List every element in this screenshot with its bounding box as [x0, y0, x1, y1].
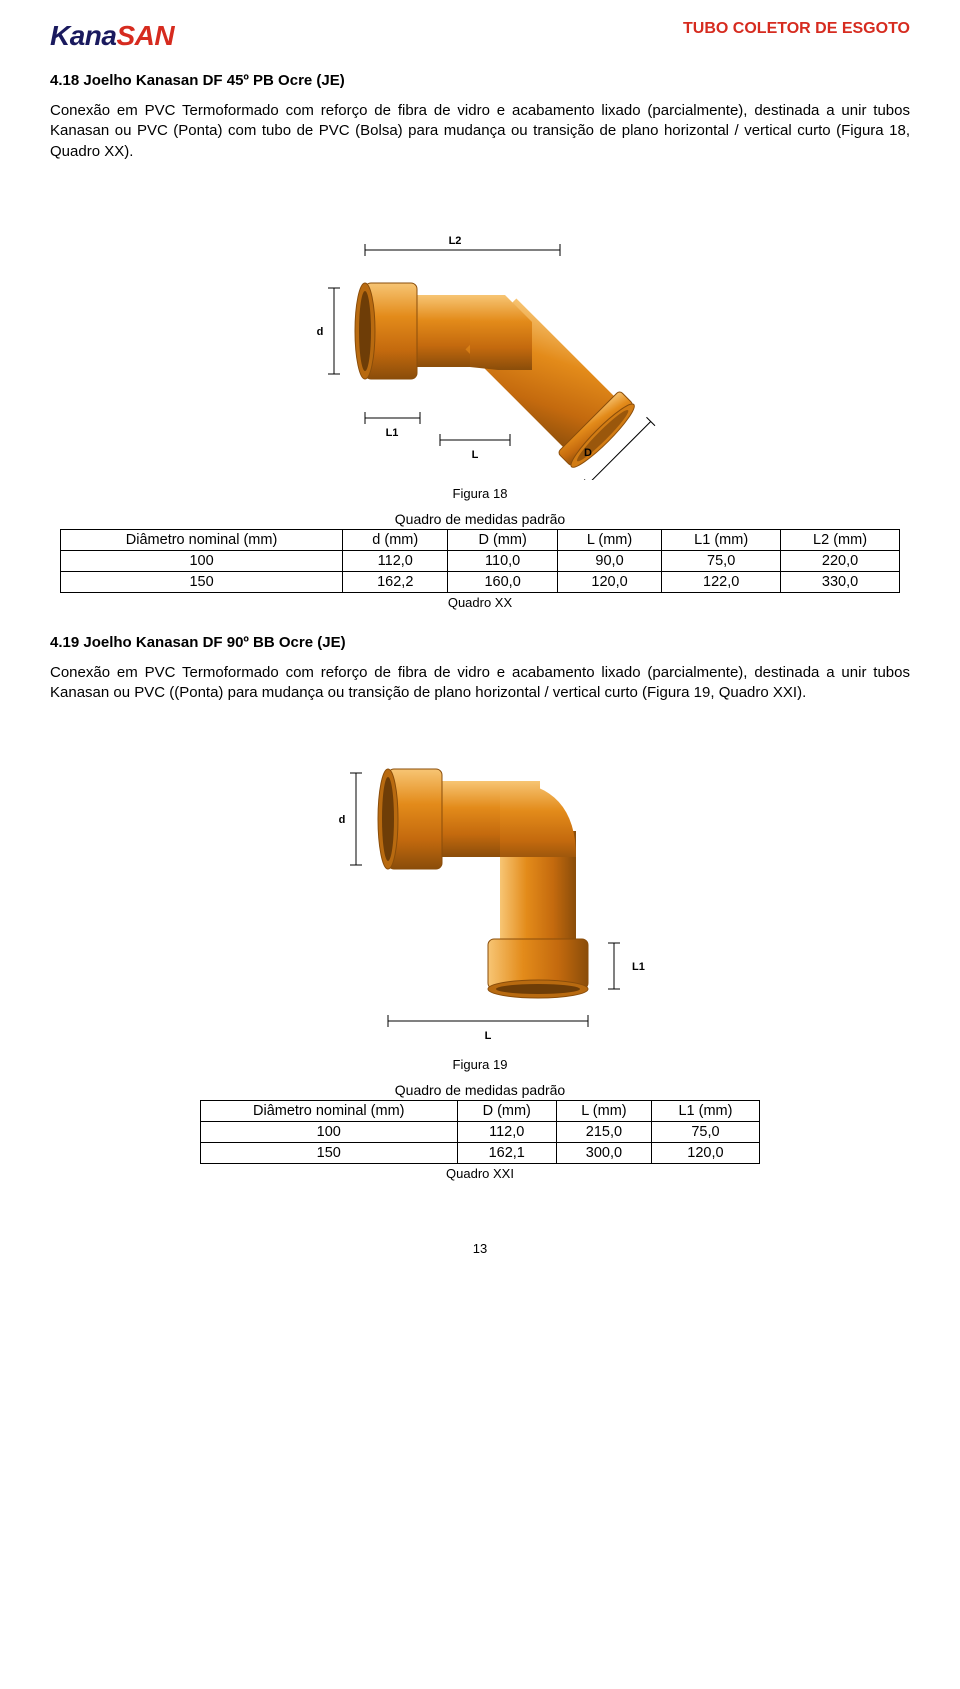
logo: KanaSAN [50, 20, 174, 52]
table-row: 150 162,1 300,0 120,0 [201, 1143, 760, 1164]
section1-title: 4.18 Joelho Kanasan DF 45º PB Ocre (JE) [50, 72, 910, 89]
figure-19: d L1 L [50, 721, 910, 1051]
col-header: L (mm) [557, 529, 661, 550]
logo-text-2: SAN [116, 20, 174, 51]
table2-caption: Quadro de medidas padrão [50, 1082, 910, 1098]
elbow-45-diagram: L2 d L1 L D [270, 180, 690, 480]
dim-d: d [317, 326, 324, 338]
table-row: 100 112,0 215,0 75,0 [201, 1122, 760, 1143]
col-header: Diâmetro nominal (mm) [201, 1101, 458, 1122]
col-header: Diâmetro nominal (mm) [61, 529, 343, 550]
dim-L2: L2 [449, 235, 462, 247]
table-row: 150 162,2 160,0 120,0 122,0 330,0 [61, 571, 900, 592]
table-2: Diâmetro nominal (mm) D (mm) L (mm) L1 (… [200, 1100, 760, 1164]
col-header: d (mm) [343, 529, 448, 550]
section2-paragraph: Conexão em PVC Termoformado com reforço … [50, 663, 910, 704]
table-row: 100 112,0 110,0 90,0 75,0 220,0 [61, 550, 900, 571]
dim-D: D [584, 447, 592, 459]
page-number: 13 [50, 1241, 910, 1256]
figure-19-caption: Figura 19 [50, 1057, 910, 1072]
table1-footer: Quadro XX [50, 595, 910, 610]
table-row: Diâmetro nominal (mm) D (mm) L (mm) L1 (… [201, 1101, 760, 1122]
dim-L1: L1 [386, 427, 399, 439]
section2-title: 4.19 Joelho Kanasan DF 90º BB Ocre (JE) [50, 634, 910, 651]
table-row: Diâmetro nominal (mm) d (mm) D (mm) L (m… [61, 529, 900, 550]
logo-text-1: Kana [50, 20, 116, 51]
table1-caption: Quadro de medidas padrão [50, 511, 910, 527]
page-header: KanaSAN TUBO COLETOR DE ESGOTO [50, 20, 910, 52]
dim-d-2: d [339, 814, 346, 826]
elbow-90-diagram: d L1 L [290, 721, 670, 1051]
table-1: Diâmetro nominal (mm) d (mm) D (mm) L (m… [60, 529, 900, 593]
dim-L: L [472, 449, 479, 461]
col-header: L2 (mm) [781, 529, 900, 550]
dim-L-2: L [485, 1030, 492, 1042]
col-header: L1 (mm) [662, 529, 781, 550]
section1-paragraph: Conexão em PVC Termoformado com reforço … [50, 101, 910, 162]
header-title: TUBO COLETOR DE ESGOTO [683, 20, 910, 38]
figure-18-caption: Figura 18 [50, 486, 910, 501]
dim-L1-2: L1 [632, 961, 645, 973]
col-header: D (mm) [457, 1101, 556, 1122]
table2-footer: Quadro XXI [50, 1166, 910, 1181]
col-header: L (mm) [556, 1101, 651, 1122]
col-header: L1 (mm) [651, 1101, 759, 1122]
figure-18: L2 d L1 L D [50, 180, 910, 480]
col-header: D (mm) [448, 529, 557, 550]
